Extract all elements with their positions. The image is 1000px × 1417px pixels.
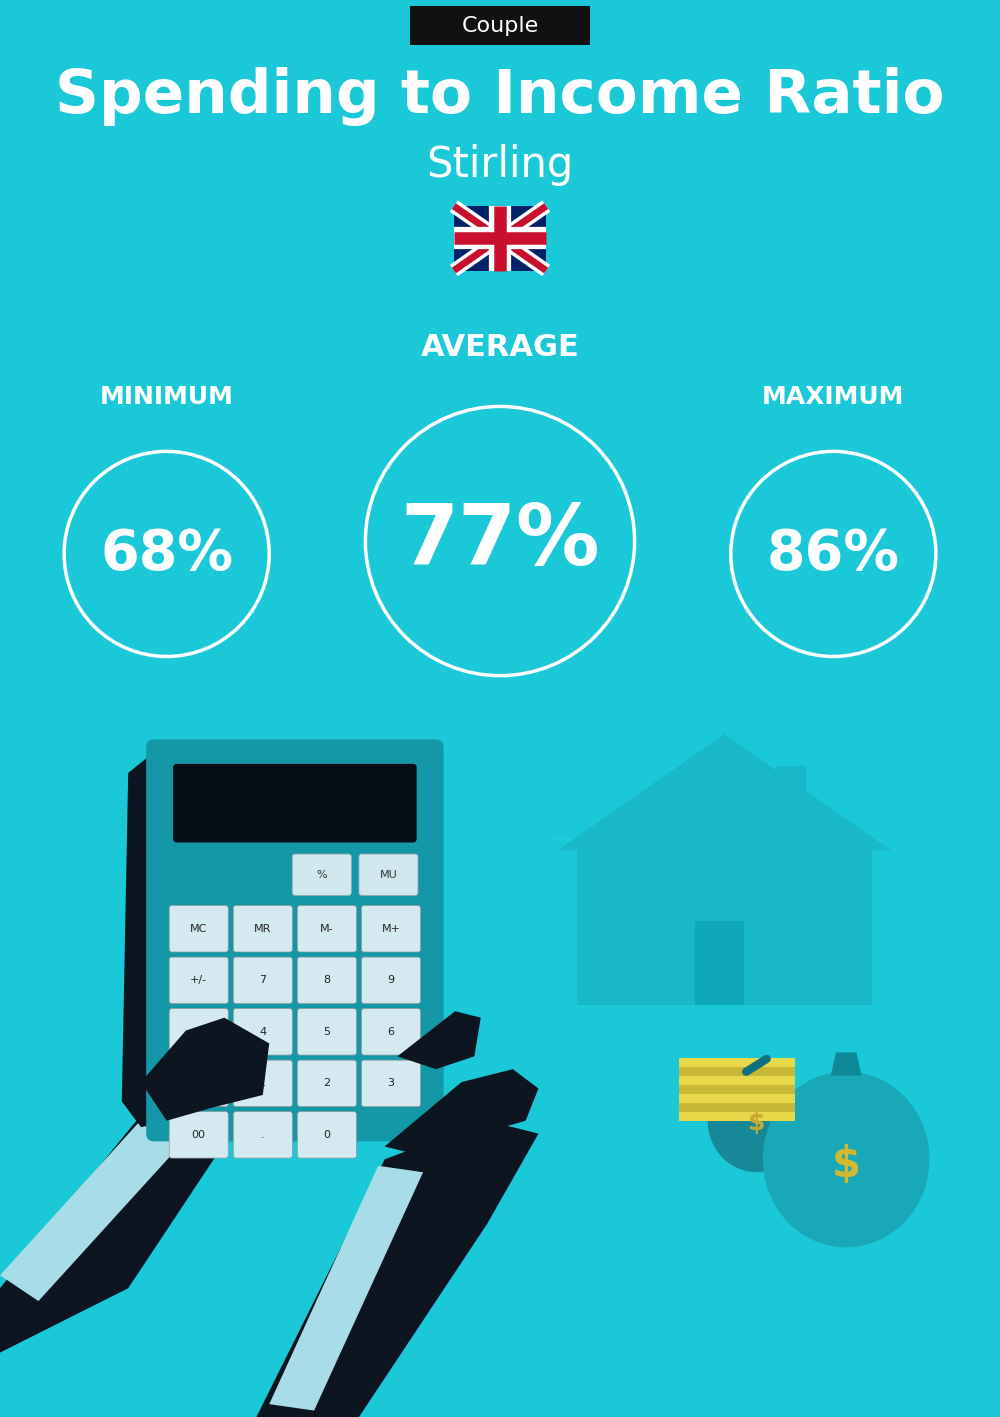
Text: MC: MC	[190, 924, 207, 934]
Text: 4: 4	[259, 1027, 266, 1037]
Text: AVERAGE: AVERAGE	[421, 333, 579, 363]
Text: Stirling: Stirling	[426, 145, 574, 186]
Text: 77%: 77%	[400, 500, 600, 581]
Text: 5: 5	[323, 1027, 330, 1037]
Text: .: .	[261, 1129, 265, 1139]
Text: +/-: +/-	[190, 975, 207, 985]
FancyBboxPatch shape	[297, 1009, 356, 1056]
FancyBboxPatch shape	[679, 1102, 795, 1112]
FancyBboxPatch shape	[679, 1057, 795, 1067]
FancyBboxPatch shape	[679, 1084, 795, 1094]
FancyBboxPatch shape	[233, 1112, 292, 1158]
FancyBboxPatch shape	[169, 1112, 228, 1158]
Polygon shape	[777, 767, 806, 850]
FancyBboxPatch shape	[169, 956, 228, 1003]
Polygon shape	[269, 1166, 423, 1410]
Polygon shape	[831, 1053, 862, 1076]
Polygon shape	[0, 1056, 244, 1301]
Polygon shape	[385, 1070, 538, 1159]
FancyBboxPatch shape	[362, 1060, 421, 1107]
Polygon shape	[695, 921, 744, 1005]
Polygon shape	[744, 847, 923, 941]
Text: Spending to Income Ratio: Spending to Income Ratio	[55, 67, 945, 126]
Text: 86%: 86%	[767, 527, 900, 581]
FancyBboxPatch shape	[297, 956, 356, 1003]
Text: 00: 00	[192, 1129, 206, 1139]
Polygon shape	[551, 839, 808, 966]
Text: C/A: C/A	[189, 1078, 208, 1088]
Text: 6: 6	[388, 1027, 395, 1037]
Text: M+: M+	[382, 924, 401, 934]
FancyBboxPatch shape	[146, 740, 444, 1141]
Text: %: %	[316, 870, 327, 880]
FancyBboxPatch shape	[292, 854, 351, 896]
FancyBboxPatch shape	[169, 905, 228, 952]
Text: $: $	[832, 1144, 861, 1186]
FancyBboxPatch shape	[297, 1060, 356, 1107]
Polygon shape	[0, 1005, 321, 1353]
Text: ►: ►	[194, 1027, 203, 1037]
Text: Couple: Couple	[461, 16, 539, 35]
Text: 7: 7	[259, 975, 266, 985]
Text: 68%: 68%	[100, 527, 233, 581]
Text: 8: 8	[323, 975, 330, 985]
Text: M-: M-	[320, 924, 334, 934]
FancyBboxPatch shape	[297, 1112, 356, 1158]
FancyBboxPatch shape	[362, 905, 421, 952]
FancyBboxPatch shape	[410, 7, 590, 45]
Text: 9: 9	[387, 975, 395, 985]
FancyBboxPatch shape	[454, 205, 546, 271]
FancyBboxPatch shape	[679, 1067, 795, 1076]
FancyBboxPatch shape	[362, 1009, 421, 1056]
Text: 0: 0	[323, 1129, 330, 1139]
Polygon shape	[256, 1121, 538, 1417]
Polygon shape	[122, 747, 179, 1127]
FancyBboxPatch shape	[169, 1060, 228, 1107]
FancyBboxPatch shape	[173, 764, 417, 843]
Ellipse shape	[763, 1071, 929, 1247]
Polygon shape	[141, 1017, 269, 1121]
FancyBboxPatch shape	[233, 1060, 292, 1107]
FancyBboxPatch shape	[233, 956, 292, 1003]
Ellipse shape	[708, 1070, 805, 1172]
Text: MINIMUM: MINIMUM	[100, 385, 234, 408]
FancyBboxPatch shape	[679, 1112, 795, 1121]
FancyBboxPatch shape	[359, 854, 418, 896]
FancyBboxPatch shape	[233, 905, 292, 952]
Text: 2: 2	[323, 1078, 330, 1088]
FancyBboxPatch shape	[362, 956, 421, 1003]
FancyBboxPatch shape	[679, 1094, 795, 1102]
Polygon shape	[397, 1012, 481, 1070]
Text: MAXIMUM: MAXIMUM	[762, 385, 905, 408]
Text: MR: MR	[254, 924, 272, 934]
Polygon shape	[558, 734, 891, 850]
FancyBboxPatch shape	[233, 1009, 292, 1056]
FancyBboxPatch shape	[679, 1076, 795, 1084]
FancyBboxPatch shape	[297, 905, 356, 952]
Text: 3: 3	[388, 1078, 395, 1088]
Text: 1: 1	[259, 1078, 266, 1088]
FancyBboxPatch shape	[169, 1009, 228, 1056]
Text: MU: MU	[380, 870, 397, 880]
Polygon shape	[577, 850, 872, 1005]
Text: $: $	[748, 1111, 765, 1135]
